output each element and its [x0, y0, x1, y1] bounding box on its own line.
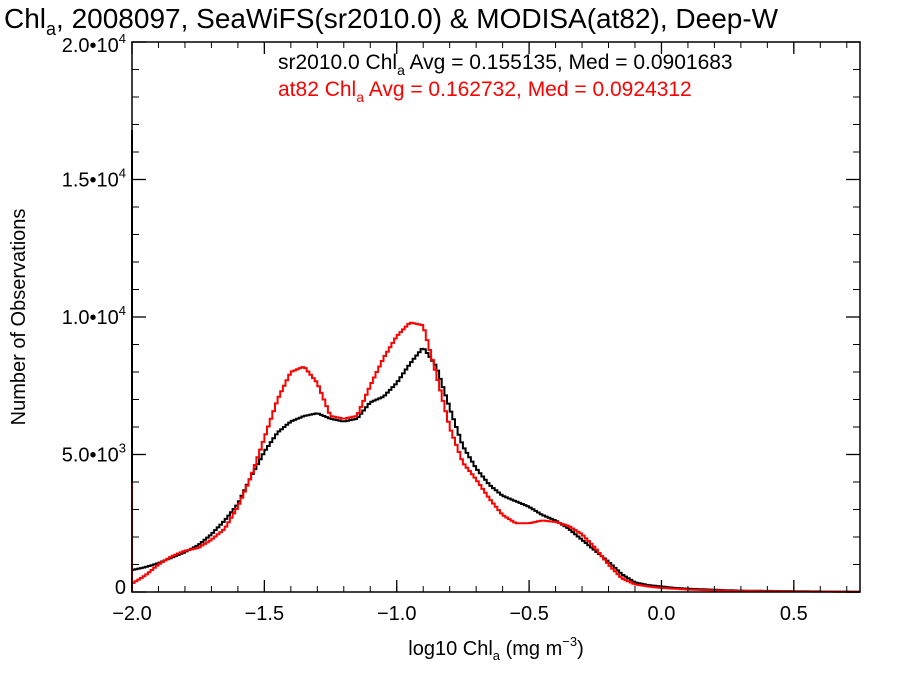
chart-title-pre: Chl: [4, 3, 46, 34]
x-tick-label-0: −2.0: [112, 603, 151, 625]
chart-title-post: , 2008097, SeaWiFS(sr2010.0) & MODISA(at…: [56, 3, 779, 34]
annotation-sr2010-pre: sr2010.0 Chl: [278, 51, 397, 74]
x-tick-label-4: 0.0: [648, 603, 676, 625]
annotation-at82: at82 Chla Avg = 0.162732, Med = 0.092431…: [278, 78, 692, 105]
chart-title: Chla, 2008097, SeaWiFS(sr2010.0) & MODIS…: [4, 3, 779, 39]
y-tick-label-3: 1.5•104: [62, 166, 126, 192]
x-tick-label-1: −1.5: [245, 603, 284, 625]
x-tick-label-3: −0.5: [509, 603, 548, 625]
x-axis-label-sup: −3: [562, 634, 577, 649]
annotation-sr2010-post: Avg = 0.155135, Med = 0.0901683: [405, 51, 733, 74]
annotation-at82-post: Avg = 0.162732, Med = 0.0924312: [364, 78, 692, 101]
y-tick-label-2: 1.0•104: [62, 303, 126, 329]
x-tick-label-5: 0.5: [780, 603, 808, 625]
chart-title-sub: a: [46, 19, 57, 39]
annotation-at82-pre: at82 Chl: [278, 78, 356, 101]
annotation-at82-sub: a: [356, 89, 364, 105]
annotation-sr2010-sub: a: [397, 62, 405, 78]
x-axis: −2.0 −1.5 −1.0 −0.5 0.0 0.5: [112, 42, 848, 625]
y-axis-label: Number of Observations: [8, 209, 30, 426]
x-axis-label: log10 Chla (mg m−3): [408, 634, 583, 663]
x-axis-label-post: ): [577, 638, 584, 660]
x-axis-label-mid: (mg m: [500, 638, 562, 660]
x-axis-label-sub: a: [493, 648, 501, 663]
series-layer: [131, 130, 860, 593]
y-axis: 0 5.0•103 1.0•104 1.5•104 2.0•104: [62, 31, 860, 599]
series-line-0: [131, 130, 860, 593]
y-tick-label-0: 0: [115, 577, 126, 599]
series-line-1: [131, 321, 860, 593]
annotation-sr2010: sr2010.0 Chla Avg = 0.155135, Med = 0.09…: [278, 51, 733, 78]
x-tick-label-2: −1.0: [377, 603, 416, 625]
plot-frame: [131, 41, 861, 593]
x-axis-label-pre: log10 Chl: [408, 638, 493, 660]
y-tick-label-1: 5.0•103: [62, 441, 126, 467]
y-tick-label-4: 2.0•104: [62, 31, 126, 57]
